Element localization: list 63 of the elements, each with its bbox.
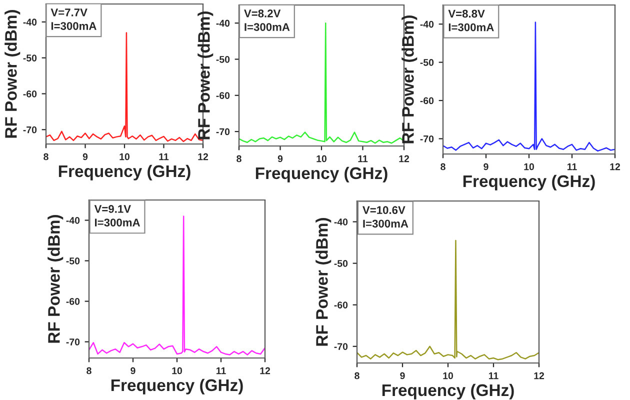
y-tick-label: -50 — [66, 258, 80, 264]
y-tick-label: -50 — [216, 56, 230, 63]
x-tick-label: 8 — [354, 372, 360, 380]
x-tick-label: 9 — [484, 163, 488, 170]
x-tick-label: 10 — [443, 372, 454, 380]
x-axis-title: Frequency (GHz) — [111, 378, 243, 394]
annotation: V=9.1V I=300mA — [94, 205, 140, 226]
y-axis-title: RF Power (dBm) — [402, 16, 418, 144]
x-tick-label: 11 — [567, 163, 577, 170]
x-tick-label: 8 — [440, 163, 446, 170]
y-tick-label: -40 — [334, 218, 348, 226]
x-tick-label: 11 — [358, 155, 368, 162]
y-tick-label: -60 — [334, 302, 348, 308]
y-tick-label: -40 — [66, 216, 80, 224]
x-tick-label: 8 — [86, 367, 92, 374]
x-tick-label: 9 — [400, 372, 405, 380]
y-axis-title: RF Power (dBm) — [4, 10, 20, 138]
y-tick-label: -70 — [334, 343, 348, 350]
x-axis-title: Frequency (GHz) — [58, 164, 190, 180]
annotation: V=8.2V I=300mA — [244, 10, 290, 31]
x-tick-label: 12 — [260, 367, 270, 374]
x-axis-title: Frequency (GHz) — [382, 384, 514, 400]
y-tick-label: -60 — [420, 97, 434, 104]
x-tick-label: 10 — [172, 367, 182, 374]
x-tick-label: 12 — [610, 163, 620, 170]
x-tick-label: 12 — [534, 372, 544, 380]
y-tick-label: -60 — [216, 92, 230, 100]
line-series — [89, 216, 265, 356]
y-tick-label: -70 — [420, 135, 434, 142]
x-tick-label: 11 — [488, 372, 498, 380]
y-tick-label: -50 — [420, 59, 434, 66]
y-tick-label: -70 — [66, 338, 80, 346]
annotation: V=7.7V I=300mA — [50, 8, 96, 30]
line-series — [357, 240, 539, 360]
x-tick-label: 11 — [159, 153, 169, 160]
y-tick-label: -40 — [23, 18, 37, 26]
y-tick-label: -40 — [420, 20, 434, 28]
annotation: V=8.8V I=300mA — [448, 10, 494, 32]
y-tick-label: -60 — [66, 298, 80, 305]
x-tick-label: 9 — [82, 153, 88, 160]
line-series — [443, 22, 615, 152]
x-tick-label: 10 — [120, 153, 130, 160]
y-tick-label: -40 — [216, 20, 230, 27]
x-tick-label: 8 — [44, 153, 48, 160]
y-tick-label: -70 — [216, 128, 230, 136]
x-axis-title: Frequency (GHz) — [463, 174, 595, 190]
y-tick-label: -70 — [23, 126, 37, 134]
x-tick-label: 12 — [198, 153, 208, 160]
y-tick-label: -50 — [334, 260, 348, 267]
y-tick-label: -50 — [23, 54, 37, 62]
y-axis-title: RF Power (dBm) — [48, 215, 64, 343]
y-axis-title: RF Power (dBm) — [198, 12, 214, 140]
y-axis-title: RF Power (dBm) — [316, 218, 332, 346]
x-axis-title: Frequency (GHz) — [256, 166, 388, 182]
x-tick-label: 10 — [524, 163, 534, 170]
x-tick-label: 11 — [216, 367, 226, 374]
y-tick-label: -60 — [23, 90, 37, 98]
x-tick-label: 8 — [236, 155, 242, 162]
x-tick-label: 9 — [130, 367, 136, 374]
x-tick-label: 9 — [278, 155, 283, 162]
x-tick-label: 12 — [399, 155, 410, 162]
annotation: V=10.6V I=300mA — [362, 206, 408, 228]
x-tick-label: 10 — [316, 155, 327, 162]
